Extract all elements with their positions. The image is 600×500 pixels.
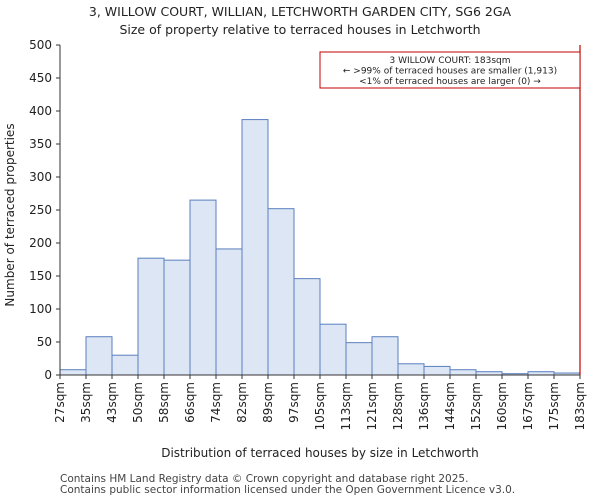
x-tick-label-167sqm: 167sqm: [521, 382, 535, 430]
y-tick-label-250: 250: [29, 203, 52, 217]
x-tick-label-89sqm: 89sqm: [261, 382, 275, 423]
y-tick-label-100: 100: [29, 302, 52, 316]
x-tick-label-35sqm: 35sqm: [79, 382, 93, 423]
x-tick-label-50sqm: 50sqm: [131, 382, 145, 423]
x-tick-label-82sqm: 82sqm: [235, 382, 249, 423]
x-axis-label: Distribution of terraced houses by size …: [161, 446, 479, 460]
x-tick-label-66sqm: 66sqm: [183, 382, 197, 423]
y-tick-label-0: 0: [44, 368, 52, 382]
bar-97sqm: [293, 278, 321, 376]
x-tick-label-128sqm: 128sqm: [391, 382, 405, 430]
x-tick-label-27sqm: 27sqm: [53, 382, 67, 423]
y-axis-label: Number of terraced properties: [3, 123, 17, 306]
y-tick-label-50: 50: [37, 335, 52, 349]
annotation-line-3: <1% of terraced houses are larger (0) →: [359, 77, 541, 87]
bar-113sqm: [345, 342, 373, 376]
x-tick-label-58sqm: 58sqm: [157, 382, 171, 423]
x-tick-label-43sqm: 43sqm: [105, 382, 119, 423]
bar-82sqm: [241, 119, 269, 376]
x-tick-label-175sqm: 175sqm: [547, 382, 561, 430]
footer-copyright: Contains HM Land Registry data © Crown c…: [60, 473, 469, 485]
bar-74sqm: [215, 248, 243, 376]
chart-subtitle: Size of property relative to terraced ho…: [119, 22, 481, 37]
x-tick-label-144sqm: 144sqm: [443, 382, 457, 430]
bar-128sqm: [397, 363, 425, 376]
x-tick-label-136sqm: 136sqm: [417, 382, 431, 430]
marker-group: 3 WILLOW COURT: 183sqm← >99% of terraced…: [319, 45, 581, 375]
y-tick-label-150: 150: [29, 269, 52, 283]
x-tick-label-183sqm: 183sqm: [573, 382, 587, 430]
annotation-line-2: ← >99% of terraced houses are smaller (1…: [343, 67, 557, 77]
bar-105sqm: [319, 323, 347, 376]
footer-licence: Contains public sector information licen…: [60, 484, 516, 496]
bar-121sqm: [371, 336, 399, 376]
bar-89sqm: [267, 208, 295, 376]
bar-66sqm: [189, 199, 217, 376]
y-tick-label-500: 500: [29, 38, 52, 52]
x-tick-label-160sqm: 160sqm: [495, 382, 509, 430]
bar-35sqm: [85, 336, 113, 376]
y-tick-label-450: 450: [29, 71, 52, 85]
x-tick-label-121sqm: 121sqm: [365, 382, 379, 430]
x-tick-label-113sqm: 113sqm: [339, 382, 353, 430]
x-tick-label-105sqm: 105sqm: [313, 382, 327, 430]
axes-group: 0 50 100 150 200 250 300 350 400 450 500 27sqm 35sqm…: [29, 38, 587, 430]
bar-43sqm: [111, 354, 139, 376]
y-tick-label-350: 350: [29, 137, 52, 151]
annotation-box: [319, 51, 581, 89]
y-tick-label-300: 300: [29, 170, 52, 184]
bar-27sqm: [59, 369, 87, 376]
y-tick-label-400: 400: [29, 104, 52, 118]
bar-144sqm: [449, 369, 477, 376]
chart-title: 3, WILLOW COURT, WILLIAN, LETCHWORTH GAR…: [88, 4, 512, 19]
annotation-line-1: 3 WILLOW COURT: 183sqm: [390, 56, 511, 66]
bars-group: [59, 119, 581, 376]
bar-58sqm: [163, 259, 191, 376]
bar-50sqm: [137, 257, 165, 376]
x-tick-label-74sqm: 74sqm: [209, 382, 223, 423]
bar-136sqm: [423, 365, 451, 376]
y-tick-label-200: 200: [29, 236, 52, 250]
x-tick-label-97sqm: 97sqm: [287, 382, 301, 423]
x-tick-label-152sqm: 152sqm: [469, 382, 483, 430]
